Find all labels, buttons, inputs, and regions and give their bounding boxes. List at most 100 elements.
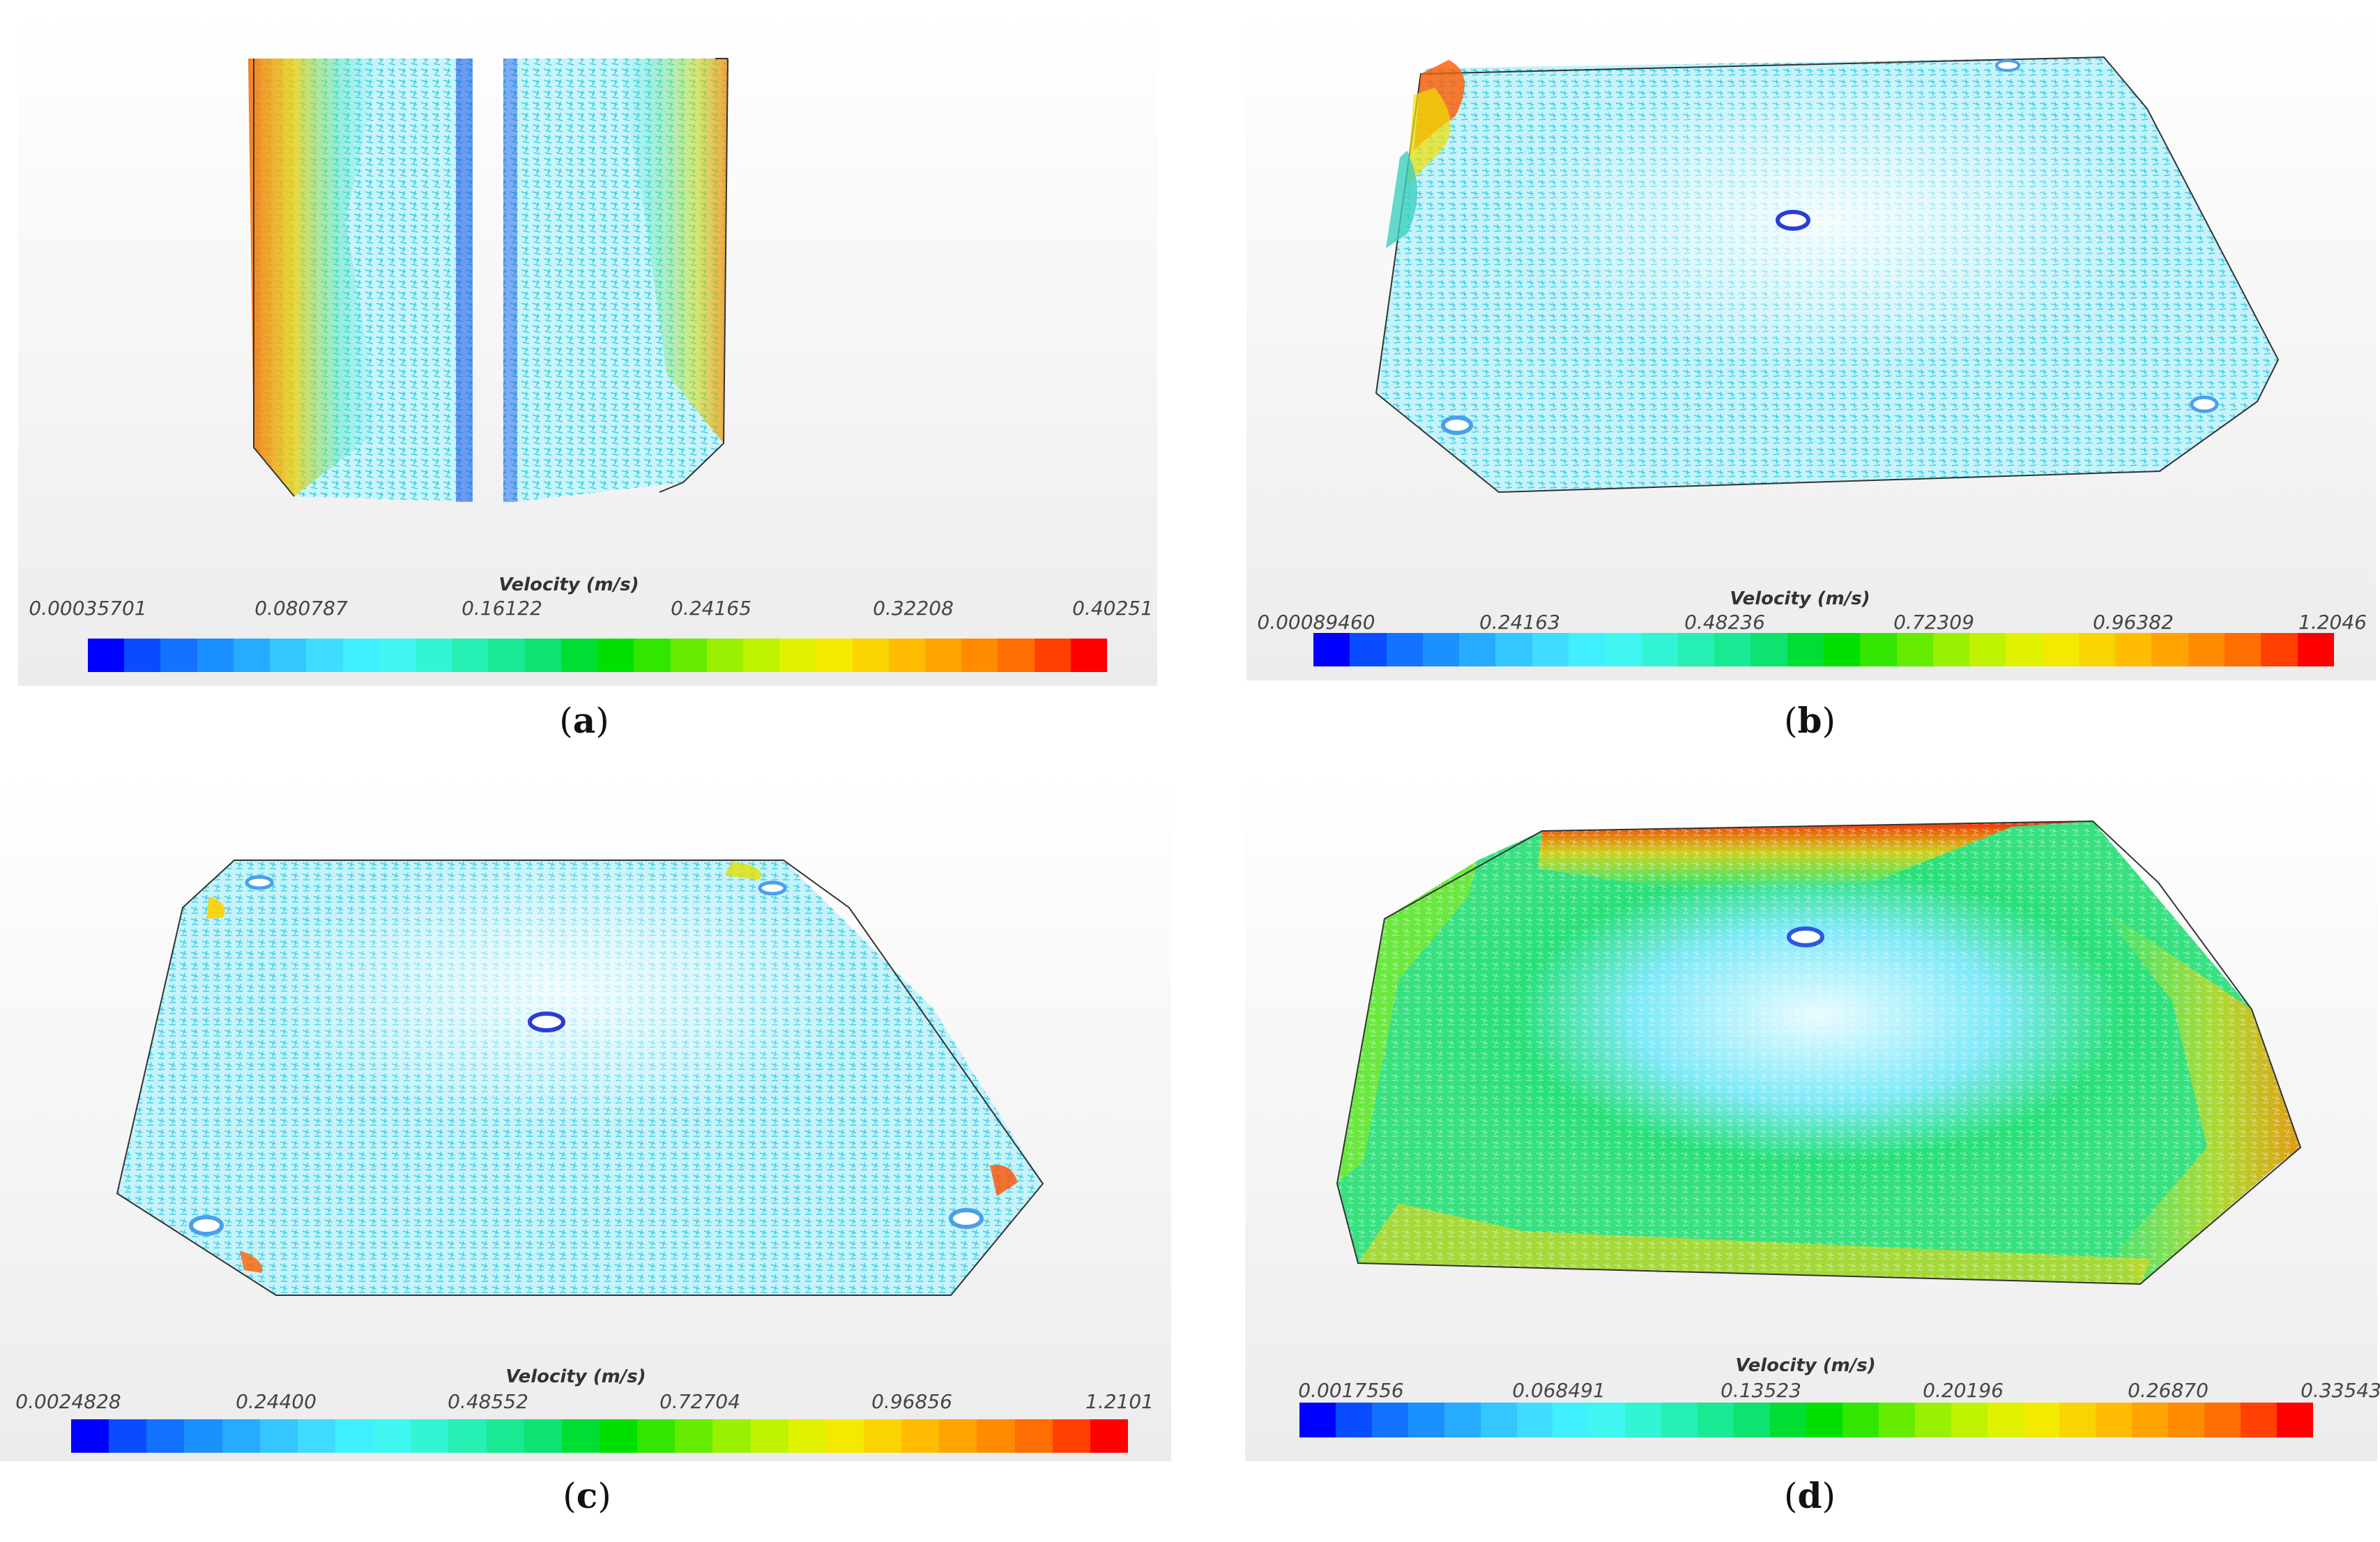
colorbar-tick: 0.00089460 [1257,611,1375,634]
colorbar-segment [524,1419,562,1453]
colorbar-tick: 0.068491 [1512,1379,1605,1402]
colorbar-segment [852,639,889,672]
colorbar-tick: 0.080787 [254,597,348,620]
colorbar-segment [2276,1403,2313,1437]
colorbar-segment [146,1419,185,1453]
colorbar-segment [670,639,707,672]
colorbar-segment [411,1419,449,1453]
colorbar-segment [863,1419,902,1453]
velocity-field-b [1246,11,2376,680]
colorbar-segment [1677,633,1715,666]
colorbar-segment [2261,633,2298,666]
colorbar-segment [335,1419,374,1453]
colorbar-segment [1641,633,1678,666]
colorbar-title: Velocity (m/s) [1730,588,1870,609]
colorbar-segment [1052,1419,1090,1453]
colorbar-tick: 0.0017556 [1298,1379,1404,1402]
colorbar-tick: 0.13523 [1721,1379,1801,1402]
colorbar [88,639,1108,672]
velocity-field-d [1245,771,2377,1461]
inlet-hole [949,1208,984,1229]
colorbar-segment [379,639,415,672]
colorbar-segment [2023,1403,2060,1437]
colorbar-segment [1313,633,1350,666]
colorbar-segment [1459,633,1496,666]
colorbar-segment [259,1419,298,1453]
colorbar-title: Velocity (m/s) [1735,1355,1876,1376]
inlet-hole [1441,415,1473,435]
colorbar-segment [2042,633,2079,666]
colorbar-segment [1896,633,1933,666]
colorbar-segment [1090,1419,1128,1453]
colorbar-segment [1553,1403,1589,1437]
colorbar-segment [222,1419,260,1453]
colorbar-tick: 0.33543 [2301,1379,2380,1402]
colorbar-segment [1371,1403,1408,1437]
colorbar-segment [779,639,816,672]
colorbar-segment [1734,1403,1770,1437]
colorbar-segment [1969,633,2006,666]
colorbar-tick: 0.24400 [236,1390,316,1413]
colorbar-segment [297,1419,335,1453]
colorbar-segment [1806,1403,1843,1437]
colorbar-tick: 0.0024828 [15,1390,121,1413]
colorbar-tick: 0.48236 [1684,611,1765,634]
colorbar-segment [233,639,270,672]
caption-a: (a) [559,700,609,741]
outlet-hole [528,1012,565,1032]
colorbar-segment [939,1419,977,1453]
colorbar-segment [1661,1403,1698,1437]
colorbar-tick: 0.26870 [2128,1379,2209,1402]
colorbar-segment [1698,1403,1734,1437]
colorbar-segment [1842,1403,1879,1437]
colorbar-title: Velocity (m/s) [498,574,639,595]
colorbar-segment [1769,1403,1806,1437]
colorbar-tick: 0.16122 [461,597,542,620]
colorbar-segment [2297,633,2334,666]
colorbar-segment [2204,1403,2241,1437]
colorbar-segment [750,1419,788,1453]
colorbar-tick: 0.24165 [671,597,752,620]
colorbar-segment [342,639,379,672]
colorbar-segment [2115,633,2152,666]
colorbar-segment [1951,1403,1988,1437]
colorbar-segment [1350,633,1387,666]
inlet-hole [189,1215,224,1236]
colorbar-segment [901,1419,940,1453]
panel-b: Velocity (m/s) 0.00089460 0.24163 0.4823… [1246,11,2376,680]
colorbar-tick: 1.2101 [1085,1390,1154,1413]
colorbar-segment [742,639,780,672]
colorbar-segment [1422,633,1460,666]
colorbar-segment [825,1419,864,1453]
colorbar-segment [634,639,671,672]
inlet-hole [2190,395,2219,413]
colorbar-segment [415,639,452,672]
colorbar-segment [124,639,161,672]
inlet-hole [245,875,274,890]
colorbar-segment [109,1419,147,1453]
colorbar-segment [88,639,125,672]
colorbar-segment [1625,1403,1662,1437]
colorbar-tick: 0.48552 [448,1390,528,1413]
colorbar-segment [2151,633,2188,666]
colorbar-tick: 0.24163 [1479,611,1560,634]
panel-a: Velocity (m/s) 0.00035701 0.080787 0.161… [18,11,1157,686]
colorbar-segment [1750,633,1787,666]
colorbar-title: Velocity (m/s) [505,1366,646,1387]
colorbar-segment [888,639,926,672]
velocity-field-c [0,771,1171,1461]
panel-d: Velocity (m/s) 0.0017556 0.068491 0.1352… [1245,771,2380,1461]
colorbar [71,1419,1128,1453]
colorbar-segment [2240,1403,2277,1437]
colorbar-tick: 0.72704 [659,1390,740,1413]
colorbar-segment [1299,1403,1336,1437]
colorbar-segment [197,639,234,672]
velocity-field-a [18,11,1157,686]
colorbar-segment [788,1419,826,1453]
colorbar-segment [1444,1403,1481,1437]
colorbar-segment [925,639,962,672]
colorbar-segment [524,639,561,672]
colorbar-segment [816,639,853,672]
colorbar-tick: 0.00035701 [29,597,147,620]
colorbar-segment [184,1419,222,1453]
